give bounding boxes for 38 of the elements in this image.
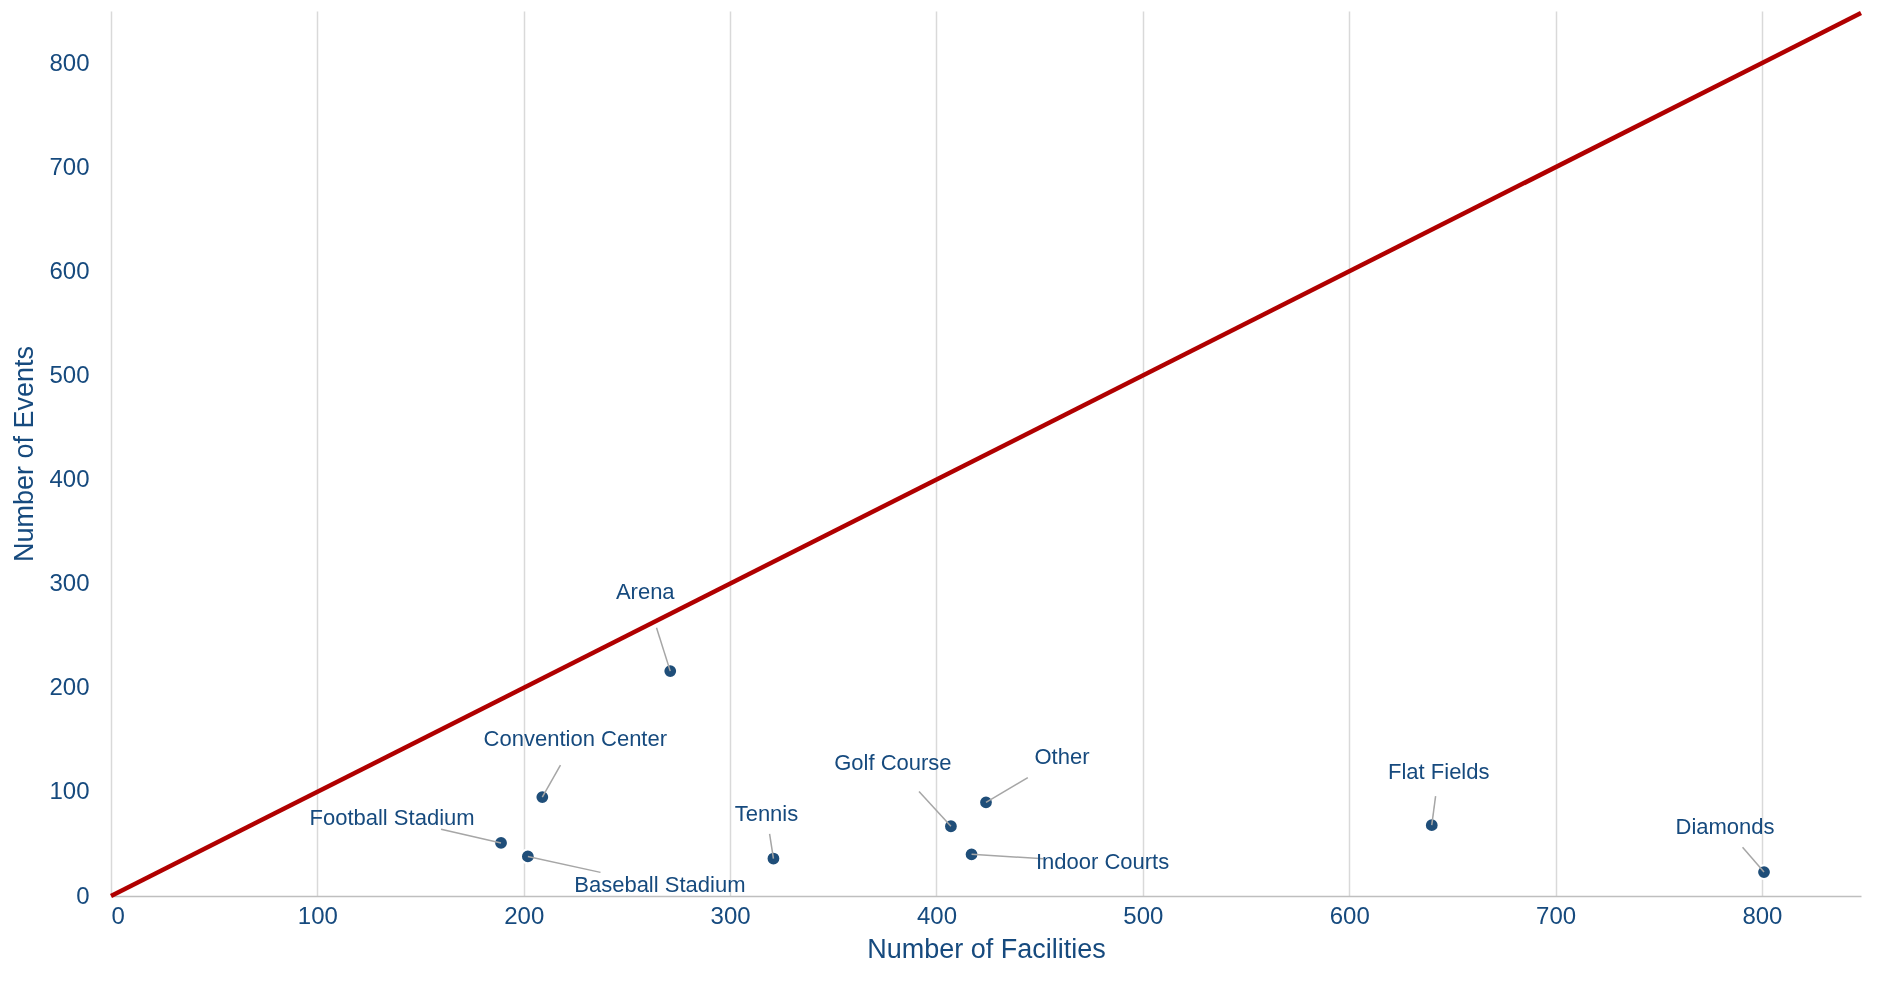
- annotation: Baseball Stadium: [574, 872, 746, 898]
- y-tick-label: 400: [49, 465, 90, 493]
- y-tick-label: 100: [49, 777, 90, 805]
- y-tick-label: 500: [49, 360, 90, 388]
- x-tick-label: 0: [111, 901, 125, 929]
- point: [493, 835, 509, 851]
- point: [963, 846, 980, 863]
- annotation: Other: [1034, 744, 1090, 770]
- y-tick-label: 600: [49, 256, 90, 284]
- x-tick-label: 400: [916, 901, 957, 929]
- x-tick-label: 500: [1123, 901, 1164, 929]
- x-axis-title: Number of Facilities: [867, 933, 1106, 964]
- annotation: Golf Course: [834, 750, 952, 776]
- y-tick-label: 200: [49, 673, 90, 701]
- point: [662, 663, 679, 679]
- x-tick-label: 800: [1742, 901, 1783, 929]
- x-tick-label: 200: [504, 901, 545, 929]
- point: [1756, 864, 1772, 880]
- annotation: Tennis: [734, 800, 799, 826]
- point: [765, 850, 782, 867]
- point: [978, 794, 994, 811]
- annotation: Convention Center: [483, 726, 668, 752]
- y-tick-label: 0: [76, 881, 90, 909]
- y-tick-label: 800: [49, 48, 90, 76]
- point: [534, 789, 551, 805]
- annotation: Diamonds: [1675, 814, 1775, 840]
- annotation: Flat Fields: [1388, 759, 1490, 785]
- x-tick-label: 600: [1329, 901, 1370, 929]
- annotation: Arena: [615, 579, 676, 605]
- y-tick-label: 700: [49, 152, 90, 180]
- x-tick-label: 100: [297, 901, 338, 929]
- y-tick-label: 300: [49, 569, 90, 597]
- x-tick-label: 700: [1536, 901, 1577, 929]
- x-tick-label: 300: [710, 901, 751, 929]
- annotation: Indoor Courts: [1035, 849, 1170, 875]
- point: [943, 818, 959, 835]
- y-axis-title: Number of Events: [9, 345, 40, 563]
- annotation: Football Stadium: [309, 804, 475, 830]
